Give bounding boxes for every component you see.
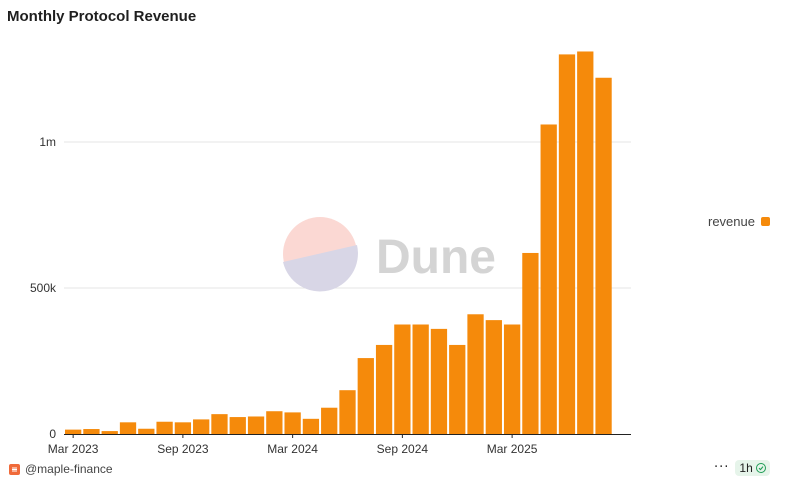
bar-2025-03[interactable] <box>503 324 521 435</box>
legend-label: revenue <box>708 214 755 229</box>
legend-swatch <box>760 217 770 226</box>
dune-watermark: Dune <box>283 217 496 292</box>
x-tick-label: Mar 2025 <box>487 442 538 456</box>
bar-2023-04[interactable] <box>83 429 100 434</box>
x-tick-label: Sep 2023 <box>157 442 209 456</box>
bar-2024-09[interactable] <box>394 324 411 435</box>
bar-2024-12[interactable] <box>449 344 466 434</box>
bar-2025-02[interactable] <box>485 320 502 434</box>
user-avatar-icon <box>9 463 20 475</box>
legend[interactable]: revenue <box>708 214 770 229</box>
x-tick-label: Sep 2024 <box>377 442 429 456</box>
author-name: @maple-finance <box>25 462 113 476</box>
bars <box>65 51 612 435</box>
bar-2024-07[interactable] <box>357 358 374 434</box>
bar-2023-03[interactable] <box>65 429 82 434</box>
x-tick-label: Mar 2024 <box>267 442 318 456</box>
bar-2023-11[interactable] <box>211 414 228 434</box>
bar-2023-07[interactable] <box>138 428 155 434</box>
bar-2025-06[interactable] <box>558 54 576 435</box>
watermark-logo-bottom <box>283 245 358 292</box>
y-tick-label: 500k <box>30 281 57 295</box>
bar-2024-10[interactable] <box>412 324 429 435</box>
bar-2025-01[interactable] <box>467 314 484 434</box>
bar-2025-07[interactable] <box>577 51 594 434</box>
bar-2025-08[interactable] <box>595 77 612 434</box>
x-tick-label: Mar 2023 <box>48 442 99 456</box>
bar-2023-10[interactable] <box>193 419 210 434</box>
bar-2024-04[interactable] <box>302 418 320 434</box>
bar-2024-05[interactable] <box>321 407 338 434</box>
chart-title: Monthly Protocol Revenue <box>7 8 197 25</box>
check-icon <box>755 463 766 473</box>
y-tick-label: 1m <box>39 135 56 149</box>
bar-2024-11[interactable] <box>430 328 448 434</box>
bar-2024-08[interactable] <box>375 344 393 434</box>
bar-2024-02[interactable] <box>266 411 283 434</box>
axes: 0 500k 1m Mar 2023 Sep 2023 Mar 2024 Sep 2024 M… <box>30 135 631 456</box>
author-link[interactable]: @maple-finance <box>9 462 113 476</box>
bar-2023-08[interactable] <box>156 421 173 434</box>
bar-2023-12[interactable] <box>229 417 246 434</box>
bar-2024-03[interactable] <box>284 412 301 434</box>
footer-controls: ··· 1h <box>714 460 770 476</box>
bar-2023-05[interactable] <box>101 431 118 434</box>
bar-2024-01[interactable] <box>247 416 265 434</box>
bar-2025-05[interactable] <box>540 124 557 434</box>
bar-2023-09[interactable] <box>174 422 192 434</box>
more-options-button[interactable]: ··· <box>714 460 730 475</box>
bar-2023-06[interactable] <box>119 422 137 434</box>
bar-2025-04[interactable] <box>522 252 539 434</box>
refresh-status-badge[interactable]: 1h <box>735 460 770 476</box>
refresh-interval: 1h <box>739 461 753 475</box>
y-tick-label: 0 <box>49 427 56 441</box>
watermark-text: Dune <box>376 231 496 284</box>
bar-2024-06[interactable] <box>339 390 356 434</box>
